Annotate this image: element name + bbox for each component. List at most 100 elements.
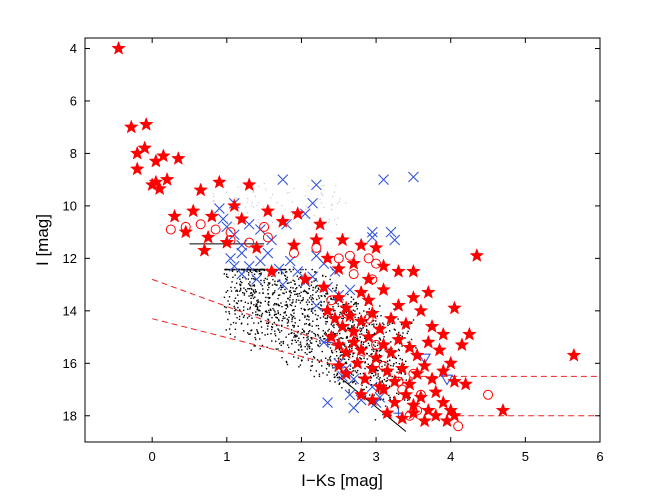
dot <box>377 392 380 394</box>
cross-marker <box>366 226 378 238</box>
dot <box>334 309 336 312</box>
star-marker <box>335 232 350 247</box>
dot <box>280 341 282 343</box>
dot <box>396 371 398 373</box>
dot <box>285 336 287 338</box>
dot <box>306 303 309 306</box>
dot <box>354 302 356 304</box>
dot <box>336 332 338 335</box>
dot <box>264 310 267 313</box>
dot <box>333 326 335 329</box>
dot <box>351 347 353 350</box>
dot <box>234 328 237 331</box>
dot <box>349 353 351 356</box>
dot <box>237 300 240 302</box>
dot <box>253 284 255 286</box>
dot <box>291 302 293 304</box>
dot <box>240 323 243 325</box>
dot <box>329 278 331 281</box>
dot <box>315 271 317 273</box>
background-dot <box>313 214 315 216</box>
dot <box>349 327 351 330</box>
star-marker <box>327 310 343 325</box>
dot <box>294 283 296 286</box>
star-marker <box>424 371 440 386</box>
dot <box>373 394 375 396</box>
dot <box>309 295 312 297</box>
cross-marker <box>292 266 304 277</box>
dot <box>305 291 308 293</box>
star-marker <box>406 289 421 304</box>
dot <box>230 323 232 326</box>
dot <box>368 308 371 310</box>
dot <box>330 297 332 299</box>
dot <box>290 332 292 335</box>
dot <box>285 314 288 316</box>
dot <box>255 304 257 307</box>
dot <box>409 396 411 399</box>
dot <box>406 332 408 335</box>
dot <box>239 309 241 311</box>
dot <box>342 341 344 344</box>
dot <box>300 345 303 347</box>
dot <box>251 329 253 331</box>
dot <box>341 354 344 356</box>
dot <box>311 338 313 340</box>
dot <box>307 346 309 348</box>
dot <box>293 336 295 338</box>
dot <box>317 314 319 317</box>
dot <box>250 292 253 294</box>
dot <box>313 375 315 378</box>
dot <box>299 271 302 274</box>
dot <box>386 377 388 379</box>
dot <box>281 305 283 308</box>
dot <box>321 365 323 367</box>
dot <box>368 394 371 396</box>
dot <box>268 286 270 289</box>
dot <box>293 356 295 358</box>
dot <box>291 309 294 312</box>
star-marker <box>264 263 279 278</box>
cross-marker <box>310 179 322 191</box>
star-marker <box>409 366 425 381</box>
dot <box>245 290 248 293</box>
dot <box>342 304 344 306</box>
star-marker <box>200 229 216 244</box>
dot <box>257 301 259 304</box>
background-dot <box>233 223 235 225</box>
dot <box>273 314 276 316</box>
dot <box>383 323 385 326</box>
dot <box>289 290 292 292</box>
dot <box>319 340 321 342</box>
dot <box>252 284 254 287</box>
dot <box>263 269 266 272</box>
x-tick-label: 4 <box>447 449 454 464</box>
dot <box>243 294 246 296</box>
dot <box>292 287 294 289</box>
dot <box>308 297 311 299</box>
dot <box>225 273 228 276</box>
cross-marker <box>374 392 386 403</box>
dot <box>255 311 257 313</box>
dot <box>354 370 356 372</box>
dot <box>257 332 260 334</box>
dot <box>238 290 241 292</box>
x-axis-ticks: 0 1 2 3 4 5 6 <box>149 38 604 464</box>
dot <box>244 301 247 303</box>
dot <box>332 305 334 308</box>
dot <box>225 329 227 331</box>
dot <box>381 365 383 368</box>
star-marker <box>286 237 302 252</box>
dot <box>356 337 359 340</box>
dot <box>238 318 241 321</box>
dot <box>309 340 311 342</box>
dot <box>365 320 368 322</box>
dot <box>375 323 378 326</box>
background-dot <box>226 221 228 223</box>
background-dot <box>217 210 219 213</box>
dot <box>333 373 335 376</box>
dot <box>251 312 254 314</box>
background-dot <box>335 185 337 187</box>
x-tick-label: 2 <box>298 449 305 464</box>
circle-marker <box>262 232 273 243</box>
